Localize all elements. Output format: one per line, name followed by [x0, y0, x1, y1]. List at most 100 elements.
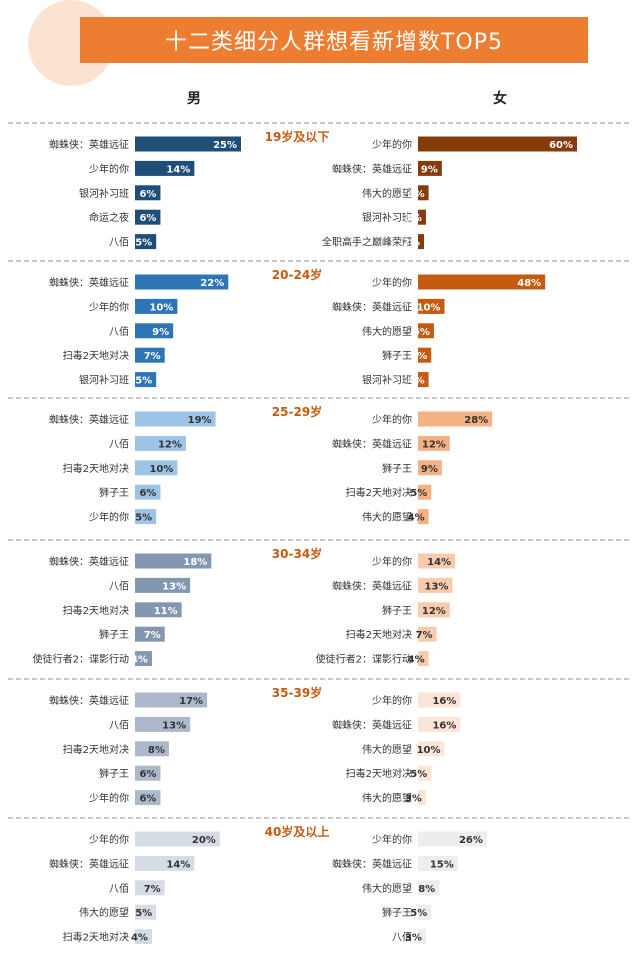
female-bar	[418, 460, 442, 476]
female-bar	[418, 209, 426, 225]
male-value-label: 4%	[131, 655, 148, 666]
age-group-label: 25-29岁	[272, 404, 322, 419]
female-value-label: 9%	[421, 464, 438, 475]
female-bar	[418, 626, 437, 642]
female-category-label: 扫毒2天地对决	[346, 628, 412, 641]
female-value-label: 3%	[405, 933, 422, 944]
female-bar	[418, 553, 456, 569]
male-category-label: 扫毒2天地对决	[63, 604, 129, 617]
female-bar	[418, 509, 429, 525]
male-category-label: 蜘蛛侠：英雄远征	[49, 694, 129, 707]
female-bar	[418, 790, 426, 806]
male-category-label: 八佰	[109, 882, 129, 895]
female-value-label: 4%	[408, 513, 425, 524]
male-bar	[135, 435, 186, 451]
female-category-label: 扫毒2天地对决	[346, 486, 412, 499]
male-value-label: 5%	[135, 238, 152, 249]
female-bar	[418, 274, 546, 290]
female-bar	[418, 484, 432, 500]
female-bar	[418, 136, 577, 152]
male-bar	[135, 411, 216, 427]
male-bar	[135, 160, 195, 176]
female-value-label: 12%	[422, 606, 446, 617]
female-bar	[418, 234, 424, 250]
male-bar	[135, 602, 182, 618]
female-bar	[418, 651, 429, 667]
female-category-label: 蜘蛛侠：英雄远征	[332, 162, 412, 175]
female-bar	[418, 160, 442, 176]
female-category-label: 全职高手之巅峰荣耀	[322, 236, 412, 249]
male-category-label: 蜘蛛侠：英雄远征	[49, 555, 129, 568]
male-bar	[135, 692, 208, 708]
male-value-label: 6%	[139, 488, 156, 499]
female-bar	[418, 765, 432, 781]
male-value-label: 5%	[135, 908, 152, 919]
female-value-label: 5%	[410, 769, 427, 780]
male-category-label: 八佰	[109, 236, 129, 249]
female-category-label: 扫毒2天地对决	[346, 767, 412, 780]
male-bar	[135, 460, 178, 476]
male-category-label: 扫毒2天地对决	[63, 462, 129, 475]
male-category-label: 银河补习班	[79, 374, 129, 387]
female-value-label: 3%	[405, 213, 422, 224]
male-category-label: 使徒行者2：谍影行动	[33, 653, 129, 666]
female-category-label: 狮子王	[382, 906, 412, 919]
age-group-label: 35-39岁	[272, 685, 322, 700]
female-bar	[418, 577, 453, 593]
female-value-label: 5%	[410, 908, 427, 919]
male-bar	[135, 185, 161, 201]
male-value-label: 14%	[166, 164, 190, 175]
female-value-label: 4%	[408, 376, 425, 387]
female-value-label: 4%	[408, 189, 425, 200]
male-category-label: 扫毒2天地对决	[63, 743, 129, 756]
female-bar	[418, 904, 432, 920]
female-value-label: 60%	[549, 140, 573, 151]
male-category-label: 八佰	[109, 718, 129, 731]
female-bar	[418, 716, 461, 732]
male-header: 男	[187, 91, 201, 107]
female-category-label: 少年的你	[372, 694, 412, 707]
male-value-label: 13%	[162, 720, 186, 731]
male-value-label: 6%	[139, 213, 156, 224]
female-category-label: 使徒行者2：谍影行动	[316, 653, 412, 666]
female-category-label: 狮子王	[382, 604, 412, 617]
female-category-label: 蜘蛛侠：英雄远征	[332, 718, 412, 731]
male-category-label: 少年的你	[89, 511, 129, 524]
female-category-label: 伟大的愿望	[362, 511, 412, 524]
female-bar	[418, 323, 434, 339]
male-bar	[135, 372, 157, 388]
male-category-label: 伟大的愿望	[79, 906, 129, 919]
male-category-label: 蜘蛛侠：英雄远征	[49, 857, 129, 870]
female-category-label: 伟大的愿望	[362, 743, 412, 756]
female-value-label: 16%	[432, 696, 456, 707]
male-value-label: 6%	[139, 794, 156, 805]
female-category-label: 银河补习班	[362, 374, 412, 387]
female-value-label: 4%	[408, 655, 425, 666]
male-category-label: 少年的你	[89, 792, 129, 805]
female-value-label: 15%	[430, 859, 454, 870]
male-category-label: 蜘蛛侠：英雄远征	[49, 413, 129, 426]
age-group-label: 20-24岁	[272, 267, 322, 282]
female-value-label: 13%	[425, 581, 449, 592]
male-bar	[135, 209, 161, 225]
male-bar	[135, 741, 169, 757]
page-title: 十二类细分人群想看新增数TOP5	[80, 17, 588, 63]
male-bar	[135, 716, 191, 732]
male-bar	[135, 880, 165, 896]
female-value-label: 8%	[418, 884, 435, 895]
female-category-label: 伟大的愿望	[362, 187, 412, 200]
male-category-label: 狮子王	[99, 486, 129, 499]
female-bar	[418, 855, 458, 871]
female-value-label: 7%	[416, 630, 433, 641]
female-bar	[418, 602, 450, 618]
female-category-label: 狮子王	[382, 349, 412, 362]
male-bar	[135, 929, 152, 945]
female-bar	[418, 692, 461, 708]
female-value-label: 10%	[417, 745, 441, 756]
female-bar	[418, 435, 450, 451]
male-value-label: 5%	[135, 513, 152, 524]
female-category-label: 少年的你	[372, 276, 412, 289]
male-value-label: 8%	[148, 745, 165, 756]
female-value-label: 10%	[417, 302, 441, 313]
